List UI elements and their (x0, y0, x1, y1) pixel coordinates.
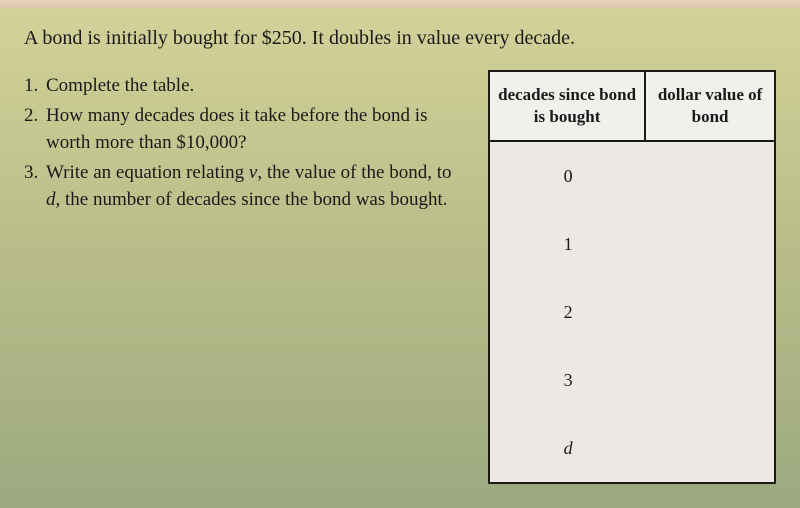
question-item: 1.Complete the table. (24, 72, 460, 100)
table-row: 3 (490, 346, 774, 414)
question-text: How many decades does it take before the… (46, 102, 460, 157)
table-row: 1 (490, 210, 774, 278)
question-number: 1. (24, 72, 46, 100)
table-body: 0 1 2 3 d (490, 142, 774, 482)
table-cell-decades: 3 (490, 370, 646, 391)
question-number: 3. (24, 159, 46, 214)
main-layout: 1.Complete the table.2.How many decades … (24, 68, 776, 484)
table-row: 2 (490, 278, 774, 346)
table-cell-decades: 0 (490, 166, 646, 187)
intro-text: A bond is initially bought for $250. It … (24, 24, 776, 52)
table-row: 0 (490, 142, 774, 210)
question-text: Write an equation relating v, the value … (46, 159, 460, 214)
question-item: 3.Write an equation relating v, the valu… (24, 159, 460, 214)
page-content: A bond is initially bought for $250. It … (0, 0, 800, 484)
question-item: 2.How many decades does it take before t… (24, 102, 460, 157)
top-accent-bar (0, 0, 800, 8)
question-list: 1.Complete the table.2.How many decades … (24, 68, 460, 216)
table-cell-decades: 1 (490, 234, 646, 255)
table-row: d (490, 414, 774, 482)
question-text: Complete the table. (46, 72, 460, 100)
question-number: 2. (24, 102, 46, 157)
table-header-decades: decades since bond is bought (490, 72, 646, 140)
data-table: decades since bond is bought dollar valu… (488, 70, 776, 484)
table-header-value: dollar value of bond (646, 72, 774, 140)
table-cell-decades: 2 (490, 302, 646, 323)
table-cell-decades: d (490, 438, 646, 459)
table-header-row: decades since bond is bought dollar valu… (490, 72, 774, 142)
